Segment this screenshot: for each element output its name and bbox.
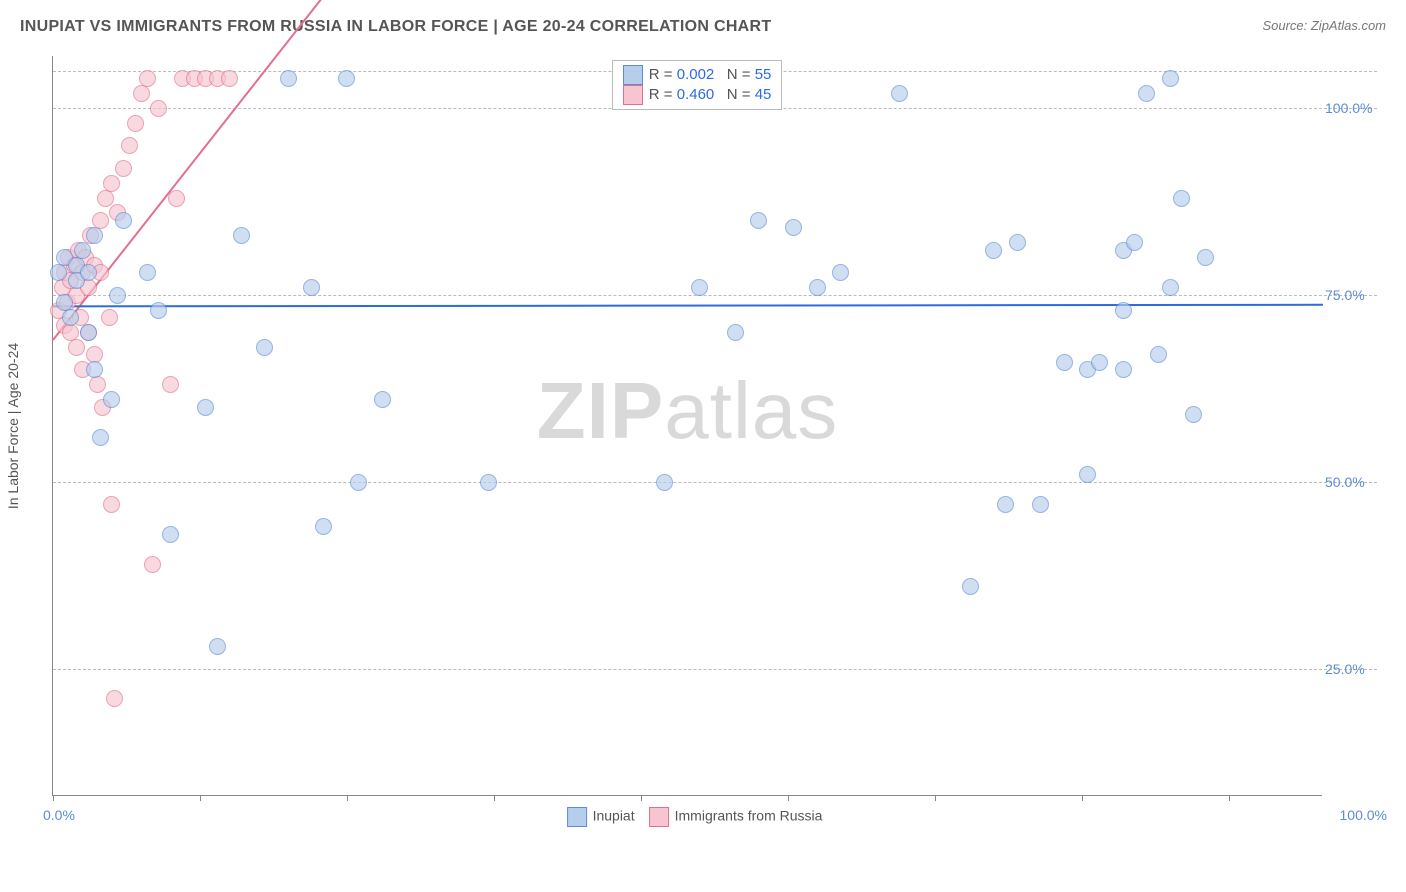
trend-layer bbox=[53, 56, 1323, 796]
data-point bbox=[103, 175, 120, 192]
data-point bbox=[127, 115, 144, 132]
legend-swatch bbox=[649, 807, 669, 827]
data-point bbox=[86, 361, 103, 378]
legend-label: Immigrants from Russia bbox=[675, 808, 823, 824]
r-value: 0.460 bbox=[677, 86, 715, 103]
data-point bbox=[115, 160, 132, 177]
data-point bbox=[1138, 85, 1155, 102]
chart-title: INUPIAT VS IMMIGRANTS FROM RUSSIA IN LAB… bbox=[20, 18, 771, 35]
data-point bbox=[168, 190, 185, 207]
y-tick-label: 25.0% bbox=[1325, 661, 1380, 677]
data-point bbox=[350, 474, 367, 491]
r-label: R = bbox=[649, 86, 677, 103]
y-tick-label: 75.0% bbox=[1325, 287, 1380, 303]
data-point bbox=[106, 690, 123, 707]
data-point bbox=[480, 474, 497, 491]
trend-line bbox=[53, 0, 1323, 340]
data-point bbox=[74, 242, 91, 259]
data-point bbox=[121, 137, 138, 154]
trend-line bbox=[53, 305, 1323, 307]
data-point bbox=[1162, 279, 1179, 296]
title-bar: INUPIAT VS IMMIGRANTS FROM RUSSIA IN LAB… bbox=[20, 18, 1386, 42]
n-label: N = bbox=[714, 86, 754, 103]
data-point bbox=[1115, 302, 1132, 319]
r-label: R = bbox=[649, 66, 677, 83]
n-value: 55 bbox=[755, 66, 772, 83]
data-point bbox=[80, 324, 97, 341]
data-point bbox=[133, 85, 150, 102]
data-point bbox=[1009, 234, 1026, 251]
y-tick-label: 50.0% bbox=[1325, 474, 1380, 490]
plot-area: ZIPatlas In Labor Force | Age 20-24 0.0%… bbox=[52, 56, 1322, 796]
bottom-legend: Inupiat Immigrants from Russia bbox=[553, 807, 823, 827]
data-point bbox=[86, 227, 103, 244]
data-point bbox=[101, 309, 118, 326]
data-point bbox=[1056, 354, 1073, 371]
data-point bbox=[221, 70, 238, 87]
data-point bbox=[750, 212, 767, 229]
source-credit: Source: ZipAtlas.com bbox=[1262, 18, 1386, 33]
data-point bbox=[809, 279, 826, 296]
r-value: 0.002 bbox=[677, 66, 715, 83]
data-point bbox=[656, 474, 673, 491]
y-axis-title: In Labor Force | Age 20-24 bbox=[5, 342, 21, 508]
data-point bbox=[209, 638, 226, 655]
x-axis-start-label: 0.0% bbox=[43, 807, 75, 823]
y-tick-label: 100.0% bbox=[1325, 100, 1380, 116]
legend-label: Inupiat bbox=[593, 808, 635, 824]
stats-legend-row: R = 0.460 N = 45 bbox=[623, 85, 772, 105]
data-point bbox=[1162, 70, 1179, 87]
data-point bbox=[109, 287, 126, 304]
legend-swatch bbox=[623, 85, 643, 105]
data-point bbox=[97, 190, 114, 207]
legend-swatch bbox=[623, 65, 643, 85]
data-point bbox=[891, 85, 908, 102]
n-label: N = bbox=[714, 66, 754, 83]
data-point bbox=[139, 70, 156, 87]
data-point bbox=[1091, 354, 1108, 371]
data-point bbox=[115, 212, 132, 229]
stats-legend: R = 0.002 N = 55R = 0.460 N = 45 bbox=[612, 60, 783, 110]
legend-swatch bbox=[567, 807, 587, 827]
data-point bbox=[374, 391, 391, 408]
data-point bbox=[1173, 190, 1190, 207]
stats-legend-row: R = 0.002 N = 55 bbox=[623, 65, 772, 85]
data-point bbox=[162, 526, 179, 543]
data-point bbox=[139, 264, 156, 281]
data-point bbox=[280, 70, 297, 87]
data-point bbox=[997, 496, 1014, 513]
data-point bbox=[985, 242, 1002, 259]
data-point bbox=[92, 429, 109, 446]
data-point bbox=[233, 227, 250, 244]
data-point bbox=[1115, 361, 1132, 378]
data-point bbox=[150, 302, 167, 319]
n-value: 45 bbox=[755, 86, 772, 103]
data-point bbox=[80, 264, 97, 281]
x-axis-end-label: 100.0% bbox=[1340, 807, 1387, 823]
plot-container: ZIPatlas In Labor Force | Age 20-24 0.0%… bbox=[52, 56, 1382, 826]
data-point bbox=[727, 324, 744, 341]
data-point bbox=[68, 339, 85, 356]
data-point bbox=[962, 578, 979, 595]
